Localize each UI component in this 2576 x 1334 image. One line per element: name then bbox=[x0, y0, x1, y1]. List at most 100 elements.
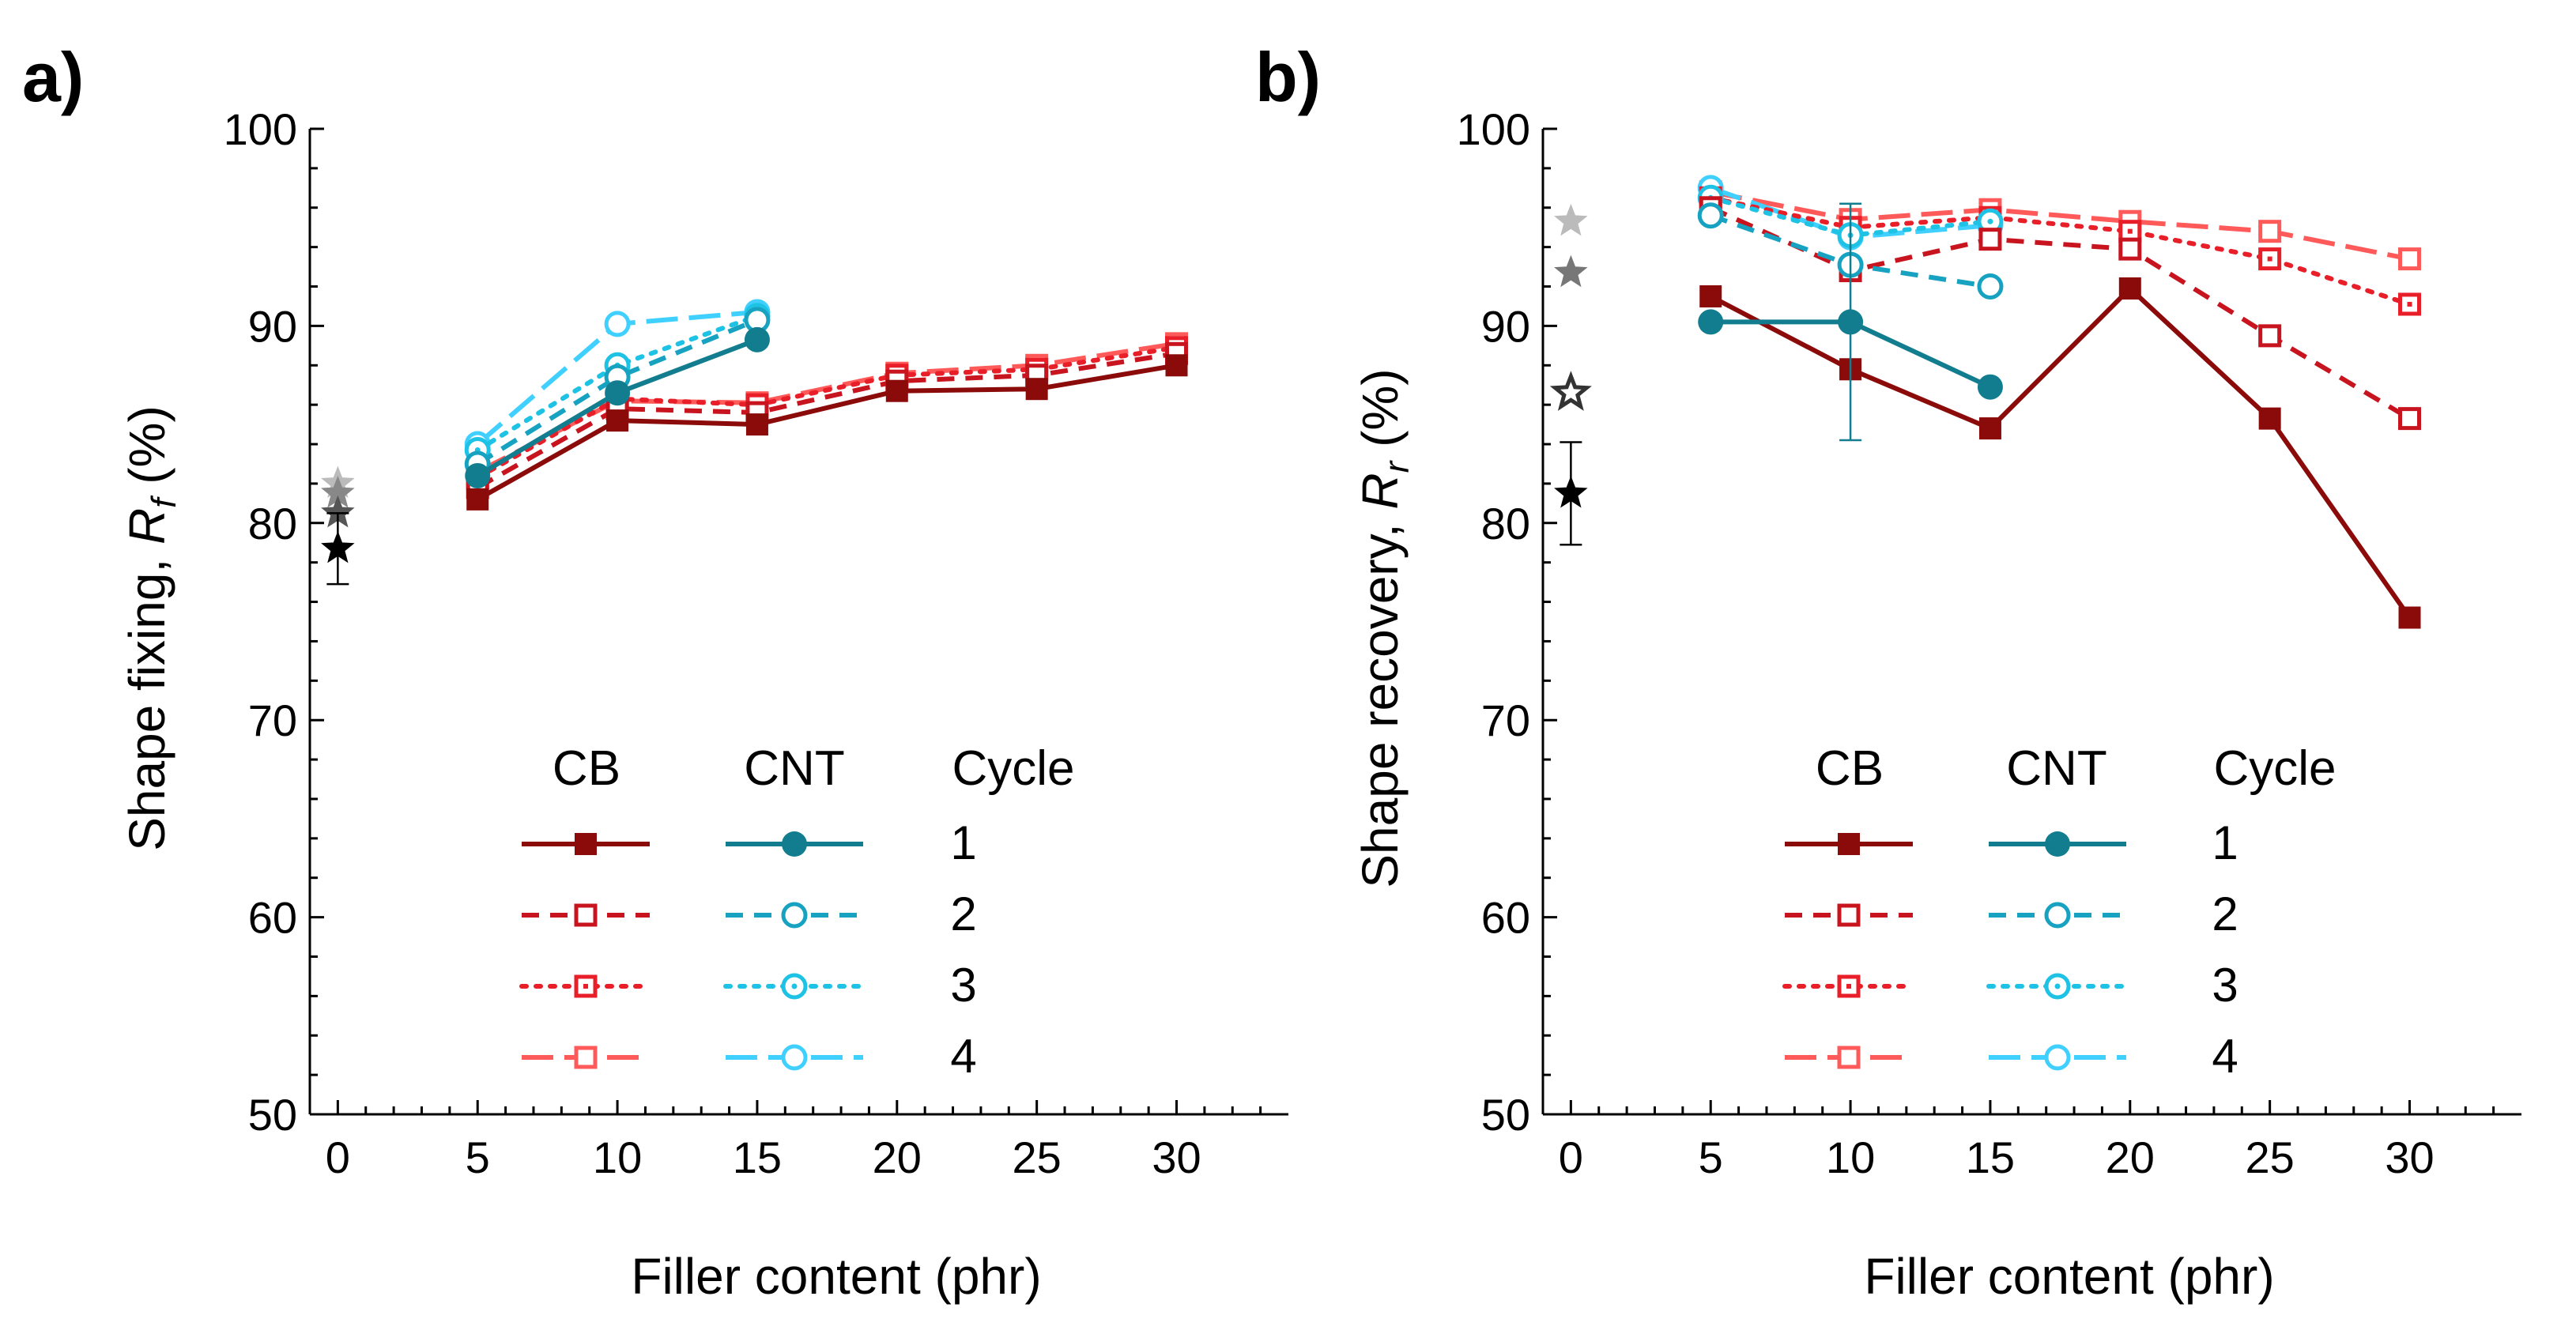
panel-b-y-tick-label: 80 bbox=[1481, 499, 1530, 548]
panel-a-x-axis-title: Filler content (phr) bbox=[631, 1248, 1041, 1305]
panel-a-y-tick-label: 70 bbox=[248, 695, 297, 745]
panel-b-cnt-cycle-2-point bbox=[1977, 273, 2004, 300]
panel-b-cb-cycle-3-point-center-dot bbox=[2127, 228, 2133, 234]
panel-b-cb-cycle-2-point bbox=[1978, 228, 2002, 251]
legend-b-cycle-1: 1 bbox=[2212, 816, 2238, 869]
legend-a-cycle-1: 1 bbox=[950, 816, 976, 869]
panel-b-legend-cnt-cycle-2-marker bbox=[2044, 902, 2071, 929]
panel-a-legend-cb-cycle-2-marker bbox=[574, 903, 598, 927]
panel-b-y-tick-label: 70 bbox=[1481, 695, 1530, 745]
panel-a-y-title-symbol: R bbox=[119, 508, 175, 545]
panel-a-cb-cycle-1-point bbox=[1165, 354, 1188, 377]
panel-b-cb-cycle-2-point bbox=[2118, 237, 2142, 261]
panel-a-x-tick-label: 25 bbox=[1013, 1132, 1062, 1182]
panel-b-x-tick-label: 30 bbox=[2385, 1132, 2434, 1182]
panel-b-cb-cycle-1-point bbox=[1978, 417, 2001, 440]
panel-b-legend-cb-cycle-3-marker bbox=[1837, 974, 1861, 998]
panel-b-shape-recovery: b) 50 60 70 80 90 100 0 5 10 15 20 25 30 Filler cont… bbox=[1255, 38, 2521, 1305]
panel-a-x-tick-label: 30 bbox=[1152, 1132, 1201, 1182]
legend-b-swatches bbox=[1782, 831, 2129, 1071]
panel-a-y-tick-label: 60 bbox=[248, 893, 297, 943]
panel-b-legend-cb-cycle-4-marker bbox=[1837, 1046, 1861, 1069]
legend-a-cnt-header: CNT bbox=[744, 741, 844, 796]
panel-b-neat-cycle-2-point bbox=[1549, 371, 1592, 411]
panel-a-neat-cycle-1-point bbox=[321, 530, 355, 563]
legend-b-cycle-header: Cycle bbox=[2213, 741, 2336, 796]
panel-b-cb-cycle-2-point bbox=[2398, 407, 2422, 431]
panel-b-cnt-cycle-1-point bbox=[1977, 374, 2003, 400]
panel-a-legend-cnt-cycle-1-marker bbox=[782, 831, 807, 857]
panel-b-cb-cycle-3-line bbox=[1708, 195, 2412, 307]
panel-b-x-tick-label: 15 bbox=[1966, 1132, 2015, 1182]
panel-b-legend-cnt-cycle-1-marker bbox=[2045, 831, 2070, 857]
panel-b-y-tick-label: 60 bbox=[1481, 893, 1530, 943]
panel-b-cb-cycle-3-point-center-dot bbox=[2267, 256, 2272, 262]
legend-a-cycle-4: 4 bbox=[950, 1030, 976, 1083]
panel-a-x-tick-label: 10 bbox=[593, 1132, 642, 1182]
panel-b-cb-cycle-2-line bbox=[1709, 205, 2412, 421]
panel-b-cnt-cycle-1-point bbox=[1698, 309, 1724, 335]
panel-b-label: b) bbox=[1255, 38, 1321, 116]
panel-b-legend-cb-cycle-1-marker bbox=[1838, 833, 1860, 855]
panel-b-neat-cycle-4-point bbox=[1554, 203, 1588, 236]
panel-b-cnt-cycle-3-point-center-dot bbox=[1987, 218, 1993, 224]
legend-a-cb-header: CB bbox=[553, 741, 620, 796]
panel-b-plot-area: 50 60 70 80 90 100 0 5 10 15 20 25 30 bbox=[1457, 104, 2521, 1182]
panel-b-cb-cycle-1-point bbox=[2118, 277, 2141, 300]
panel-b-legend-cnt-cycle-4-marker bbox=[2044, 1044, 2071, 1071]
panel-b-cnt-cycle-2-point bbox=[1697, 202, 1724, 229]
panel-a-plot-area: 50 60 70 80 90 100 0 5 10 15 20 25 30 bbox=[224, 104, 1288, 1182]
panel-a-cnt-cycle-1-point bbox=[605, 380, 631, 406]
legend-b-cycle-4: 4 bbox=[2212, 1030, 2238, 1083]
panel-a-y-title-prefix: Shape fixing, bbox=[119, 545, 175, 851]
panel-a-shape-fixing: a) 50 60 70 80 90 100 0 5 10 15 20 25 30 Filler cont… bbox=[22, 38, 1288, 1305]
panel-b-x-tick-label: 0 bbox=[1559, 1132, 1583, 1182]
panel-b-x-tick-label: 5 bbox=[1699, 1132, 1723, 1182]
panel-b-neat-cycle-1-point bbox=[1554, 476, 1588, 508]
panel-b-y-axis-title: Shape recovery, Rr (%) bbox=[1352, 368, 1416, 887]
panel-a-cb-cycle-1-point bbox=[466, 488, 489, 511]
panel-b-y-title-suffix: (%) bbox=[1352, 368, 1409, 461]
legend-b-cnt-header: CNT bbox=[2006, 741, 2106, 796]
legend-b-cb-header: CB bbox=[1816, 741, 1884, 796]
legend-b-cycle-2: 2 bbox=[2212, 887, 2238, 940]
panel-b-y-tick-label: 100 bbox=[1457, 104, 1530, 154]
panel-a-cb-cycle-1-point bbox=[885, 379, 908, 402]
panel-b-cb-cycle-3-point-center-dot bbox=[2407, 301, 2412, 307]
panel-a-cb-cycle-1-point bbox=[745, 413, 768, 436]
panel-a-y-tick-label: 80 bbox=[248, 499, 297, 548]
panel-a-legend-cb-cycle-3-marker-center-dot bbox=[583, 984, 588, 989]
panel-a-y-axis-title: Shape fixing, Rf (%) bbox=[119, 405, 183, 851]
legend-a-cycle-header: Cycle bbox=[952, 741, 1074, 796]
panel-b-x-tick-label: 20 bbox=[2106, 1132, 2155, 1182]
panel-b-neat-cycle-3-point bbox=[1554, 254, 1588, 288]
panel-a-legend-cb-cycle-1-marker bbox=[575, 833, 597, 855]
panel-b-cb-cycle-4-line bbox=[1710, 189, 2411, 262]
panel-b-cb-cycle-4-point bbox=[2398, 247, 2422, 271]
legend-b-cycle-3: 3 bbox=[2212, 959, 2238, 1012]
panel-b-x-tick-label: 10 bbox=[1826, 1132, 1875, 1182]
panel-a-y-tick-label: 90 bbox=[248, 301, 297, 351]
panel-a-legend-cnt-cycle-4-marker bbox=[781, 1044, 808, 1071]
panel-a-legend: CB CNT Cycle 1 2 3 4 bbox=[519, 741, 1075, 1083]
panel-b-cb-cycle-1-point bbox=[2398, 606, 2421, 629]
panel-b-cb-cycle-4-point bbox=[2258, 220, 2282, 243]
panel-a-y-title-suffix: (%) bbox=[119, 405, 175, 498]
panel-a-cb-cycle-2-line bbox=[476, 351, 1177, 490]
panel-a-cnt-cycle-1-point bbox=[465, 462, 491, 488]
panel-b-cb-cycle-1-line bbox=[1709, 286, 2412, 620]
panel-b-legend-cnt-cycle-3-marker-center-dot bbox=[2054, 983, 2061, 989]
panel-a-label: a) bbox=[22, 38, 84, 116]
panel-b-cb-cycle-1-point bbox=[1699, 285, 1722, 307]
panel-a-cb-cycle-1-line bbox=[476, 363, 1178, 502]
panel-a-x-tick-label: 5 bbox=[466, 1132, 490, 1182]
panel-b-cb-cycle-3-point bbox=[2258, 247, 2282, 271]
panel-a-cb-cycle-3-line bbox=[475, 345, 1179, 480]
panel-b-y-tick-label: 50 bbox=[1481, 1090, 1530, 1140]
panel-a-x-tick-label: 15 bbox=[733, 1132, 782, 1182]
panel-b-y-title-prefix: Shape recovery, bbox=[1352, 510, 1409, 888]
panel-b-legend-cb-cycle-3-marker-center-dot bbox=[1846, 984, 1851, 989]
panel-a-cnt-cycle-1-point bbox=[744, 326, 770, 352]
panel-a-y-tick-label: 100 bbox=[224, 104, 297, 154]
